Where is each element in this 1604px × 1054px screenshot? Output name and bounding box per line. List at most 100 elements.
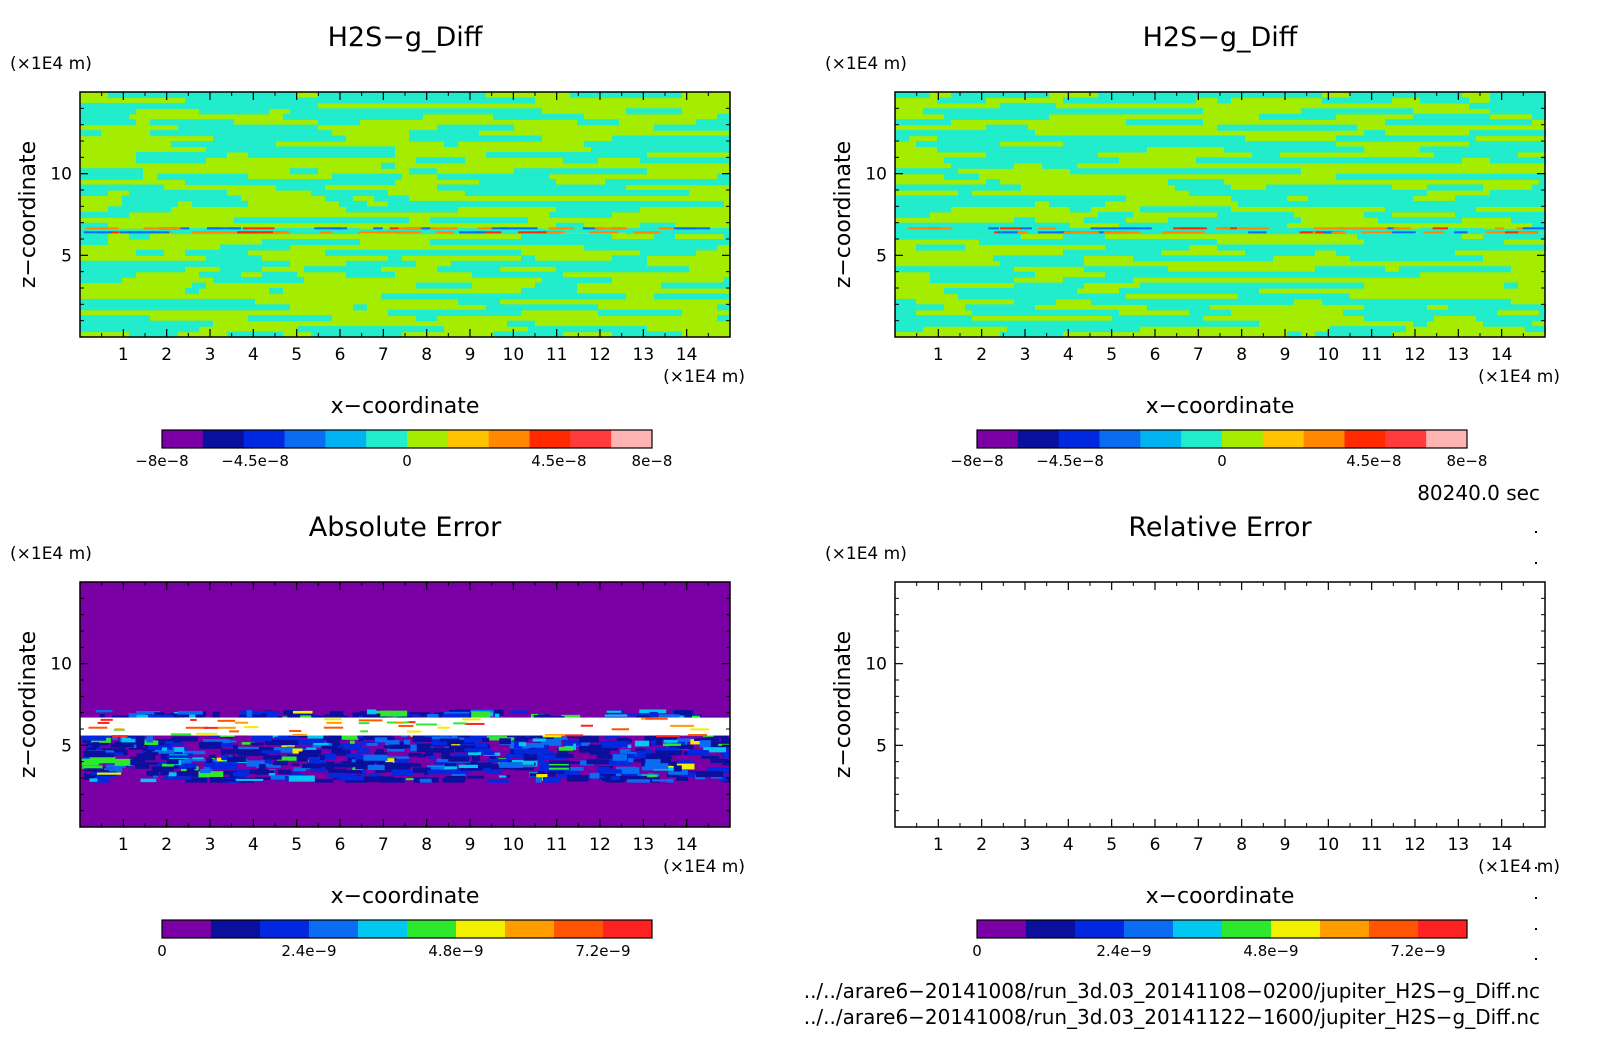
field-band-streak: [673, 227, 711, 230]
field-cell: [1231, 195, 1287, 202]
field-cell: [80, 326, 150, 333]
field-cell: [104, 768, 113, 772]
field-cell: [542, 184, 626, 191]
field-cell: [262, 135, 346, 142]
field-cell: [937, 97, 986, 104]
colorbar-swatch: [407, 920, 457, 938]
field-cell: [374, 92, 402, 99]
field-cell: [523, 754, 538, 761]
field-cell: [719, 775, 728, 782]
field-cell: [325, 179, 395, 186]
x-tick-label: 13: [633, 345, 655, 365]
field-cell: [717, 113, 731, 120]
field-cell: [489, 755, 496, 763]
field-cell: [1084, 217, 1098, 224]
field-cell: [951, 92, 1021, 99]
field-cell: [353, 331, 402, 338]
field-cell: [535, 745, 548, 753]
field-cell: [471, 755, 480, 761]
field-cell: [163, 776, 192, 780]
field-cell: [297, 755, 308, 762]
field-cell: [1007, 151, 1098, 158]
field-cell: [619, 239, 675, 246]
plot-frame: [894, 581, 1546, 828]
field-background: [80, 582, 730, 827]
field-cell: [108, 206, 136, 213]
field-cell: [464, 748, 492, 752]
field-cell: [1000, 271, 1035, 278]
field-band-streak: [150, 231, 170, 234]
field-cell: [292, 748, 303, 754]
field-cell: [722, 759, 730, 766]
x-tick-label: 12: [589, 345, 611, 365]
field-cell: [283, 97, 318, 104]
field-cell: [923, 222, 1014, 229]
field-band-streak: [1103, 231, 1141, 234]
time-label: 80240.0 sec: [1417, 481, 1540, 505]
field-cell: [216, 757, 233, 763]
colorbar-swatch: [1222, 920, 1272, 938]
field-cell: [1014, 304, 1035, 311]
field-cell: [513, 767, 535, 771]
field-cell: [101, 304, 164, 311]
y-tick-label: 10: [50, 165, 72, 185]
field-cell: [1070, 206, 1091, 213]
field-cell: [210, 756, 215, 761]
colorbar-swatch: [162, 430, 204, 448]
field-cell: [80, 315, 150, 322]
field-band-streak: [1360, 227, 1391, 230]
field-cell: [99, 713, 105, 721]
field-cell: [620, 775, 647, 781]
field-cell: [290, 168, 318, 175]
field-cell: [1063, 239, 1126, 246]
field-cell: [895, 298, 916, 305]
field-cell: [696, 179, 731, 186]
field-cell: [965, 195, 993, 202]
field-cell: [521, 288, 577, 295]
field-cell: [584, 239, 619, 246]
field-cell: [1315, 266, 1385, 273]
field-cell: [267, 764, 281, 768]
field-cell: [486, 304, 556, 311]
field-cell: [291, 763, 300, 766]
field-cell: [286, 746, 307, 750]
chart-title: H2S−g_Diff: [328, 22, 484, 53]
field-band-streak: [389, 227, 422, 230]
field-cell: [1371, 92, 1462, 99]
field-cell: [1217, 97, 1231, 104]
field-cell: [1329, 326, 1406, 333]
field-cell: [409, 168, 437, 175]
x-tick-label: 13: [1448, 345, 1470, 365]
field-cell: [1154, 239, 1217, 246]
field-cell: [601, 741, 628, 748]
field-cell: [557, 747, 569, 754]
field-cell: [136, 206, 171, 213]
field-cell: [157, 92, 227, 99]
field-cell: [965, 146, 993, 153]
x-tick-label: 5: [1106, 835, 1117, 855]
field-band-streak: [687, 734, 707, 737]
field-cell: [360, 326, 444, 333]
field-band-streak: [378, 231, 390, 234]
field-cell: [1224, 92, 1245, 99]
field-cell: [80, 211, 129, 218]
colorbar-frame: [161, 919, 653, 939]
field-band-streak: [1037, 231, 1067, 234]
field-cell: [1448, 304, 1469, 311]
field-cell: [1154, 298, 1231, 305]
field-cell: [510, 710, 528, 714]
field-cell: [240, 753, 268, 756]
field-cell: [171, 298, 255, 305]
field-band-streak: [217, 719, 236, 722]
field-cell: [521, 233, 612, 240]
field-cell: [255, 777, 272, 781]
field-cell: [641, 774, 658, 777]
field-cell: [1140, 206, 1196, 213]
field-cell: [459, 765, 484, 771]
x-tick-label: 11: [1361, 835, 1383, 855]
field-band-streak: [1063, 231, 1087, 234]
field-cell: [325, 195, 353, 202]
field-cell: [366, 709, 377, 715]
x-tick-label: 11: [546, 835, 568, 855]
margin-dot: [1535, 867, 1537, 869]
